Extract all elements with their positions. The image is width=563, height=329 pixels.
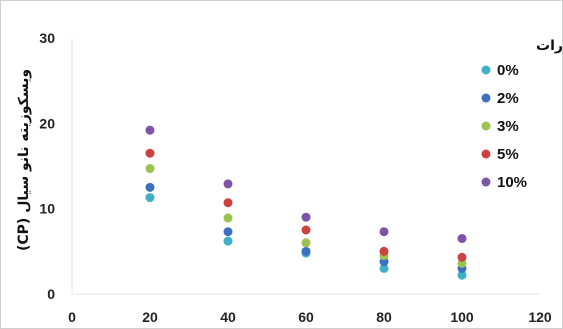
y-tick-label: 20 bbox=[39, 115, 55, 131]
x-tick-label: 60 bbox=[298, 309, 314, 325]
data-point bbox=[145, 125, 155, 135]
x-tick-label: 20 bbox=[142, 309, 158, 325]
x-tick-label: 100 bbox=[450, 309, 474, 325]
y-tick-label: 10 bbox=[39, 201, 55, 217]
data-point bbox=[145, 193, 155, 203]
data-point bbox=[145, 148, 155, 158]
legend-marker bbox=[481, 177, 491, 187]
data-point bbox=[223, 227, 233, 237]
data-point bbox=[301, 225, 311, 235]
legend-label: 0% bbox=[497, 62, 519, 79]
x-tick-label: 40 bbox=[220, 309, 236, 325]
legend: درصد وزنی نانو ذرات 0% 2% 3% 5% 10% bbox=[481, 38, 563, 191]
legend-title: درصد وزنی نانو ذرات bbox=[536, 38, 563, 54]
axes bbox=[71, 38, 540, 295]
legend-label: 5% bbox=[497, 146, 519, 163]
legend-marker bbox=[481, 121, 491, 131]
data-point bbox=[223, 198, 233, 208]
data-point bbox=[457, 234, 467, 244]
tick-labels: 0 20 40 60 80 100 120 0 10 20 30 bbox=[39, 30, 551, 325]
data-point bbox=[457, 270, 467, 280]
x-tick-label: 120 bbox=[528, 309, 552, 325]
legend-label: 3% bbox=[497, 118, 519, 135]
data-point bbox=[379, 263, 389, 273]
y-axis-label: ویسکوزیته نانو سیال (CP) bbox=[16, 69, 32, 251]
data-point bbox=[301, 238, 311, 248]
data-point bbox=[301, 212, 311, 222]
data-point bbox=[301, 246, 311, 256]
data-point bbox=[223, 213, 233, 223]
data-points bbox=[145, 125, 467, 280]
legend-marker bbox=[481, 149, 491, 159]
data-point bbox=[145, 182, 155, 192]
y-tick-label: 0 bbox=[47, 286, 55, 302]
legend-label: 2% bbox=[497, 90, 519, 107]
x-tick-label: 80 bbox=[376, 309, 392, 325]
x-tick-label: 0 bbox=[68, 309, 76, 325]
data-point bbox=[379, 227, 389, 237]
legend-marker bbox=[481, 93, 491, 103]
data-point bbox=[223, 179, 233, 189]
legend-label: 10% bbox=[497, 174, 527, 191]
data-point bbox=[145, 164, 155, 174]
data-point bbox=[457, 252, 467, 262]
y-tick-label: 30 bbox=[39, 30, 55, 46]
data-point bbox=[223, 236, 233, 246]
data-point bbox=[379, 246, 389, 256]
legend-marker bbox=[481, 65, 491, 75]
